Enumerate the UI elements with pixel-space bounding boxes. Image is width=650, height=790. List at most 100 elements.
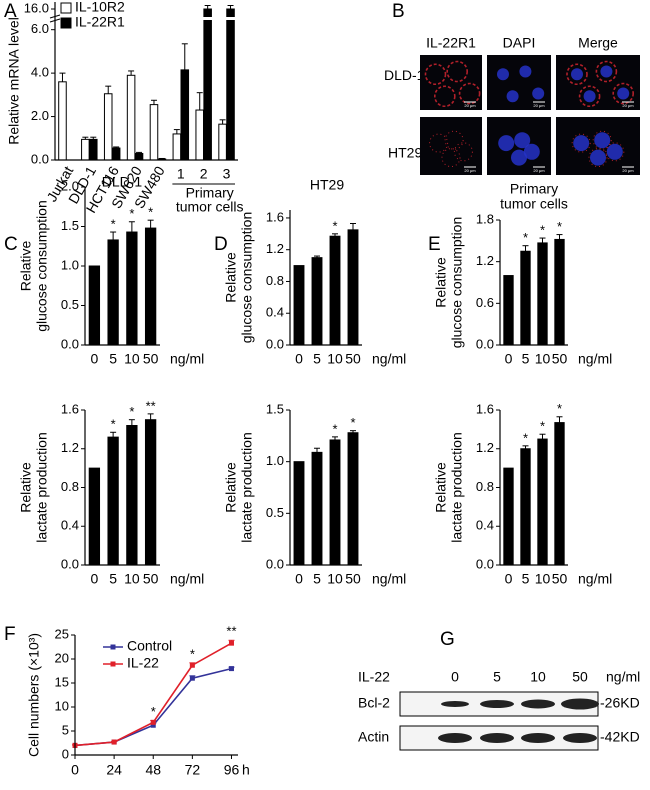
bar xyxy=(126,74,136,161)
x-tick-label: 5 xyxy=(522,351,530,367)
micrograph: 20 μm xyxy=(556,117,640,175)
y-tick-label: 4.0 xyxy=(31,65,49,80)
bar xyxy=(520,250,531,346)
y-axis-label: Relative xyxy=(433,257,449,308)
x-tick-label: 50 xyxy=(143,571,159,587)
blot-band xyxy=(521,699,555,709)
x-tick-label: 10 xyxy=(327,351,343,367)
membrane-stain xyxy=(444,130,464,150)
y-tick-label: 0.0 xyxy=(476,336,494,351)
nucleus xyxy=(511,149,527,166)
error-bar xyxy=(181,43,188,70)
bar xyxy=(144,227,157,346)
bar xyxy=(149,104,159,161)
y-tick-label: 0.8 xyxy=(61,479,79,494)
y-axis-label: Relative xyxy=(223,462,239,513)
significance: ** xyxy=(146,398,156,413)
error-bar xyxy=(314,255,320,258)
dose-label: 5 xyxy=(493,669,501,685)
y-tick-label: 0 xyxy=(62,746,69,761)
membrane-stain xyxy=(612,82,635,105)
y-axis-label: lactate production xyxy=(449,432,465,543)
x-tick-label: 5 xyxy=(522,571,530,587)
error-bar xyxy=(147,219,154,229)
y-axis-label: lactate production xyxy=(34,432,50,543)
error-bar xyxy=(110,231,117,240)
error-bar xyxy=(113,146,120,149)
error-bar xyxy=(332,436,338,440)
chart-title: Primary xyxy=(510,181,558,197)
bar xyxy=(537,242,548,346)
significance: * xyxy=(557,219,562,234)
error-bar xyxy=(150,99,157,105)
nucleus xyxy=(571,68,583,81)
y-tick-label: 1.2 xyxy=(476,440,494,455)
nucleus xyxy=(600,65,613,78)
treatment-label: IL-22 xyxy=(358,669,390,685)
error-bar xyxy=(90,136,97,140)
significance: * xyxy=(151,704,156,719)
y-tick-label: 10 xyxy=(55,698,69,713)
bar xyxy=(347,432,359,566)
error-bar xyxy=(128,419,135,426)
bar xyxy=(88,467,101,566)
y-tick-label: 0.8 xyxy=(266,273,284,288)
y-tick-label: 0.4 xyxy=(61,518,79,533)
scale-label: 20 μm xyxy=(533,103,545,108)
bar xyxy=(226,8,235,161)
panel-letter: E xyxy=(428,234,441,255)
error-bar xyxy=(350,430,356,433)
bar xyxy=(554,422,565,566)
bar xyxy=(537,438,548,566)
panel-letter: A xyxy=(4,1,17,22)
y-tick-label: 0.6 xyxy=(476,295,494,310)
significance: * xyxy=(523,430,528,445)
bar xyxy=(144,419,157,566)
y-tick-label: 1.6 xyxy=(266,209,284,224)
x-tick-label: 50 xyxy=(345,571,361,587)
y-tick-label: 1.0 xyxy=(266,453,284,468)
error-bar xyxy=(350,223,356,230)
scale-label: 20 μm xyxy=(622,168,634,173)
scale-label: 20 μm xyxy=(464,103,476,108)
significance: ** xyxy=(226,624,236,639)
panel-letter: D xyxy=(214,234,228,255)
x-tick-label: 0 xyxy=(71,762,79,778)
error-bar xyxy=(539,237,546,243)
group-label: tumor cells xyxy=(176,199,244,215)
y-tick-label: 2.0 xyxy=(61,178,79,193)
x-tick-label: 0 xyxy=(90,571,98,587)
x-tick-label: 10 xyxy=(535,571,551,587)
y-tick-label: 0.0 xyxy=(31,151,49,166)
x-tick-label: 1 xyxy=(177,166,185,182)
bar xyxy=(195,109,204,161)
membrane-stain xyxy=(578,85,601,108)
error-bar xyxy=(110,431,117,438)
error-bar xyxy=(539,433,546,440)
x-tick-label: 24 xyxy=(106,762,122,778)
x-tick-label: 5 xyxy=(109,571,117,587)
bar xyxy=(347,229,359,346)
micrograph: 20 μm xyxy=(420,55,482,110)
x-unit: ng/ml xyxy=(372,351,406,367)
y-tick-label: 20 xyxy=(55,650,69,665)
nucleus xyxy=(606,143,623,160)
membrane-stain xyxy=(453,142,473,162)
error-bar xyxy=(522,245,529,252)
legend-marker xyxy=(110,644,116,650)
significance: * xyxy=(540,419,545,434)
nucleus xyxy=(519,65,532,78)
y-tick-label: 1.2 xyxy=(476,253,494,268)
y-tick-label: 25 xyxy=(55,626,69,641)
marker xyxy=(150,719,156,725)
column-label: DAPI xyxy=(503,35,536,51)
blot-band xyxy=(561,698,599,710)
nucleus xyxy=(523,143,540,160)
bar xyxy=(81,138,90,161)
x-tick-label: 0 xyxy=(505,571,513,587)
x-tick-label: 0 xyxy=(90,351,98,367)
y-axis-label: glucose consumption xyxy=(449,217,465,349)
y-axis-label: glucose consumption xyxy=(239,212,255,344)
x-tick-label: 3 xyxy=(223,166,231,182)
y-tick-label: 5 xyxy=(62,722,69,737)
